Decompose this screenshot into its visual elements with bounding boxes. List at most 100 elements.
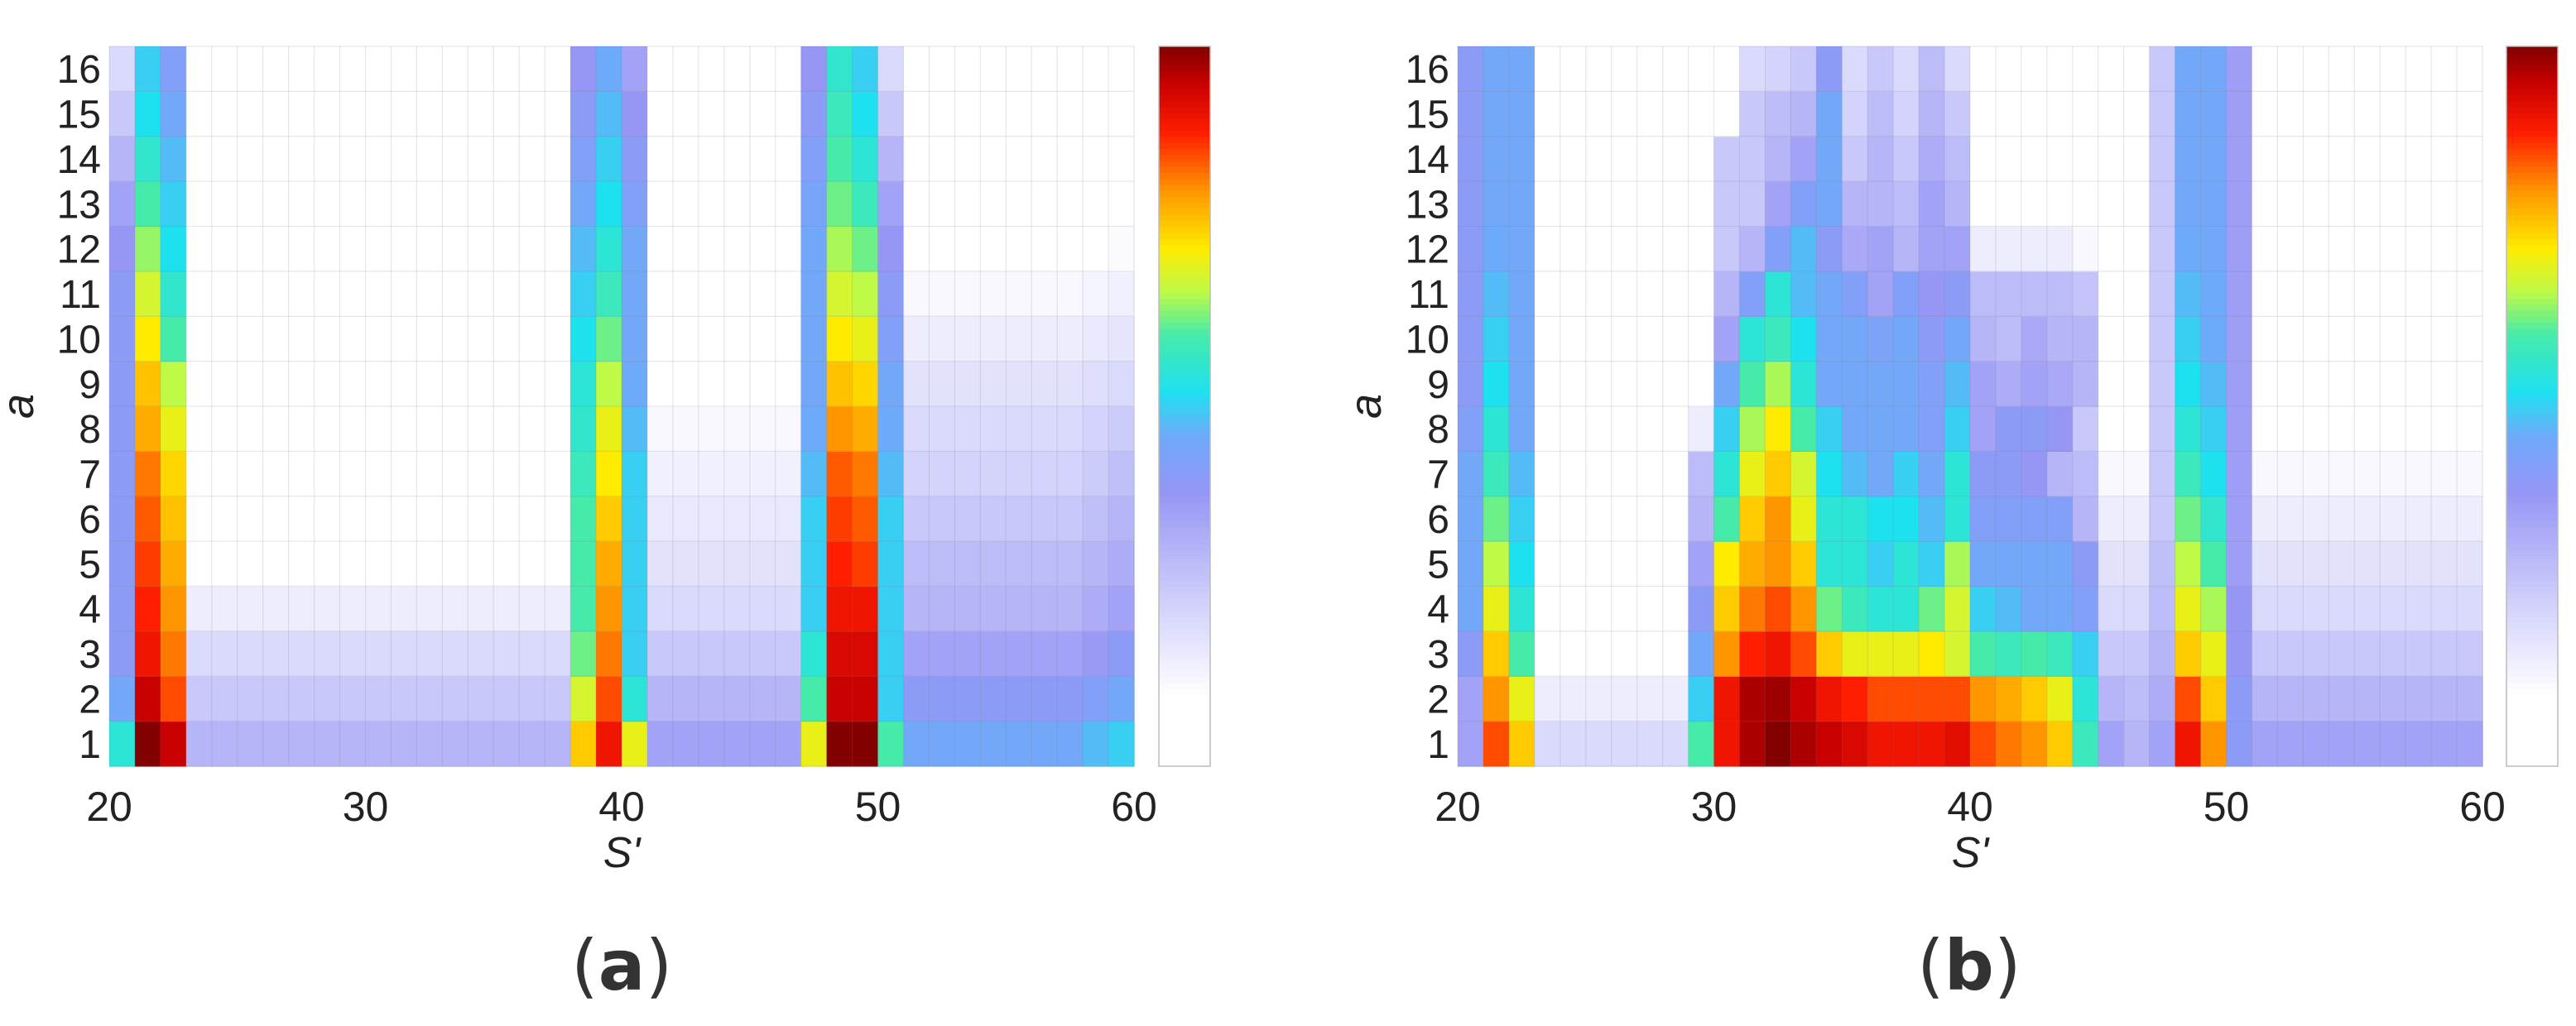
heatmap-cell xyxy=(1688,676,1715,722)
x-tick-label: 20 xyxy=(86,784,132,830)
colorbar-segment xyxy=(1159,184,1210,191)
y-tick-label: 2 xyxy=(79,678,101,722)
heatmap-cell xyxy=(2098,630,2125,677)
heatmap-cell xyxy=(185,91,213,137)
heatmap-cell xyxy=(109,136,136,182)
heatmap-cell xyxy=(723,496,751,542)
heatmap-cell xyxy=(1688,586,1715,632)
heatmap-cell xyxy=(314,721,341,767)
heatmap-cell xyxy=(2046,136,2074,182)
heatmap-cell xyxy=(877,676,905,722)
heatmap-cell xyxy=(570,361,597,407)
y-tick-label: 11 xyxy=(60,273,101,317)
heatmap-cell xyxy=(262,91,290,137)
heatmap-cell xyxy=(596,316,622,362)
y-tick-label: 16 xyxy=(57,48,101,92)
heatmap-cell xyxy=(365,451,392,497)
heatmap-cell xyxy=(1083,721,1109,767)
heatmap-cell xyxy=(416,630,443,677)
heatmap-cell xyxy=(1944,136,1971,182)
heatmap-cell xyxy=(2072,586,2099,632)
heatmap-cell xyxy=(749,361,776,407)
heatmap-cell xyxy=(185,361,213,407)
colorbar-segment xyxy=(2506,166,2558,174)
heatmap-cell xyxy=(1483,361,1510,407)
heatmap-cell xyxy=(1483,586,1510,632)
heatmap-cell xyxy=(877,406,905,452)
heatmap-cell xyxy=(185,630,213,677)
heatmap-cell xyxy=(2200,181,2228,228)
heatmap-cell xyxy=(134,586,161,632)
heatmap-cell xyxy=(1006,496,1032,542)
colorbar-segment xyxy=(2506,502,2558,510)
panel-label-b-text: b xyxy=(1944,925,1994,1006)
heatmap-cell xyxy=(493,496,520,542)
heatmap-cell xyxy=(1765,496,1791,542)
heatmap-cell xyxy=(2277,91,2304,137)
heatmap-cell xyxy=(1006,541,1032,587)
heatmap-cell xyxy=(314,271,341,317)
heatmap-cell xyxy=(1970,541,1997,587)
heatmap-cell xyxy=(1508,271,1536,317)
heatmap-cell xyxy=(877,630,905,677)
heatmap-cell xyxy=(1057,630,1084,677)
colorbar-segment xyxy=(1159,496,1210,503)
colorbar-segment xyxy=(2506,142,2558,150)
heatmap-cell xyxy=(1662,541,1689,587)
heatmap-cell xyxy=(416,451,443,497)
heatmap-cell xyxy=(1713,136,1741,182)
heatmap-cell xyxy=(2175,226,2202,272)
heatmap-cell xyxy=(185,316,213,362)
heatmap-cell xyxy=(1765,406,1791,452)
heatmap-cell xyxy=(2200,271,2228,317)
colorbar-segment xyxy=(1159,634,1210,641)
y-axis-label: a xyxy=(1341,394,1391,419)
heatmap-cell xyxy=(1057,586,1084,632)
colorbar-segment xyxy=(2506,322,2558,329)
heatmap-cell xyxy=(416,361,443,407)
colorbar-segment xyxy=(2506,190,2558,198)
heatmap-cell xyxy=(109,316,136,362)
heatmap-cell xyxy=(493,181,520,228)
heatmap-cell xyxy=(954,541,981,587)
heatmap-cell xyxy=(1970,630,1997,677)
heatmap-cell xyxy=(1893,451,1920,497)
heatmap-cell xyxy=(929,676,955,722)
heatmap-cell xyxy=(1636,630,1664,677)
heatmap-cell xyxy=(1713,541,1741,587)
heatmap-cell xyxy=(2328,46,2355,92)
heatmap-cell xyxy=(2303,496,2329,542)
colorbar-segment xyxy=(1159,646,1210,654)
heatmap-cell xyxy=(237,316,264,362)
heatmap-cell xyxy=(1508,451,1536,497)
heatmap-cell xyxy=(852,406,879,452)
heatmap-cell xyxy=(2380,586,2406,632)
heatmap-cell xyxy=(1611,541,1638,587)
heatmap-cell xyxy=(237,630,264,677)
heatmap-cell xyxy=(903,136,930,182)
heatmap-cell xyxy=(1458,181,1484,228)
heatmap-cell xyxy=(2149,271,2176,317)
y-tick-label: 16 xyxy=(1406,48,1449,92)
heatmap-cell xyxy=(1765,181,1791,228)
heatmap-cell xyxy=(1083,676,1109,722)
heatmap-cell xyxy=(2431,406,2458,452)
heatmap-cell xyxy=(2175,136,2202,182)
heatmap-cell xyxy=(775,226,802,272)
heatmap-cell xyxy=(775,181,802,228)
heatmap-cell xyxy=(1585,361,1612,407)
heatmap-cell xyxy=(1816,316,1843,362)
heatmap-cell xyxy=(1944,630,1971,677)
heatmap-cell xyxy=(903,586,930,632)
heatmap-cell xyxy=(2046,676,2074,722)
heatmap-cell xyxy=(2226,181,2253,228)
heatmap-cell xyxy=(2072,630,2099,677)
colorbar-segment xyxy=(2506,742,2558,750)
heatmap-cell xyxy=(1057,316,1084,362)
heatmap-cell xyxy=(2098,271,2125,317)
heatmap-cell xyxy=(134,316,161,362)
colorbar-segment xyxy=(1159,304,1210,311)
heatmap-cell xyxy=(672,676,699,722)
colorbar-segment xyxy=(1159,724,1210,731)
heatmap-cell xyxy=(545,316,571,362)
